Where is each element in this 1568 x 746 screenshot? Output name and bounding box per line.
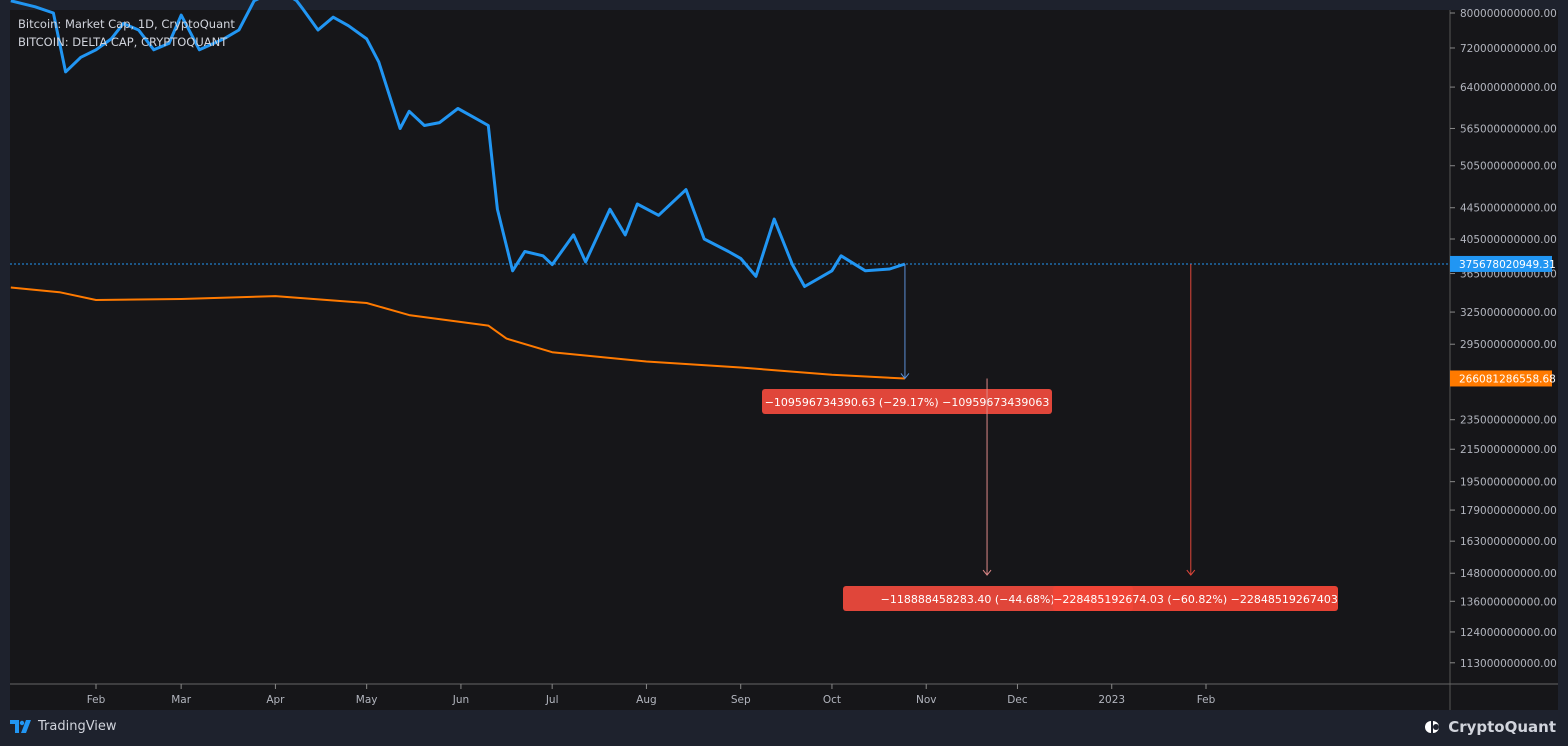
x-tick-label: May: [356, 694, 378, 706]
measure-arrowhead-icon: [900, 373, 910, 380]
y-tick-label: 124000000000.00: [1460, 627, 1557, 639]
y-tick-label: 445000000000.00: [1460, 203, 1557, 215]
y-tick-label: 163000000000.00: [1460, 536, 1557, 548]
x-tick-label: Sep: [731, 694, 751, 706]
y-tick-label: 179000000000.00: [1460, 505, 1557, 517]
y-tick-label: 148000000000.00: [1460, 568, 1557, 580]
y-tick-label: 195000000000.00: [1460, 477, 1557, 489]
x-tick-label: 2023: [1098, 694, 1125, 706]
x-tick-label: Jul: [545, 694, 559, 706]
measure-label: −109596734390.63 (−29.17%) −109596734390…: [765, 396, 1050, 409]
y-tick-label: 800000000000.00: [1460, 8, 1557, 20]
y-tick-label: 720000000000.00: [1460, 43, 1557, 55]
x-tick-label: Apr: [266, 694, 285, 706]
delta-cap-price-label: 266081286558.68: [1459, 373, 1556, 385]
tradingview-icon: [10, 720, 31, 733]
y-tick-label: 405000000000.00: [1460, 234, 1557, 246]
measure-arrowhead-icon: [982, 569, 992, 576]
y-tick-label: 215000000000.00: [1460, 444, 1557, 456]
x-tick-label: Feb: [87, 694, 106, 706]
delta-cap-line: [10, 286, 905, 380]
y-tick-label: 325000000000.00: [1460, 307, 1557, 319]
cryptoquant-label: CryptoQuant: [1448, 718, 1556, 736]
y-tick-label: 295000000000.00: [1460, 339, 1557, 351]
x-tick-label: Nov: [916, 694, 937, 706]
y-tick-label: 565000000000.00: [1460, 123, 1557, 135]
market-cap-price-label: 375678020949.31: [1459, 259, 1556, 271]
x-tick-label: Mar: [171, 694, 191, 706]
legend-delta-cap: BITCOIN: DELTA CAP, CRYPTOQUANT: [18, 35, 228, 49]
tradingview-logo[interactable]: TradingView: [10, 718, 117, 734]
x-tick-label: Aug: [636, 694, 657, 706]
measure-label-box: [762, 389, 1052, 414]
x-tick-label: Jun: [452, 694, 469, 706]
y-tick-label: 113000000000.00: [1460, 658, 1557, 670]
measure-arrowhead-icon: [1186, 569, 1196, 576]
x-tick-label: Oct: [823, 694, 841, 706]
delta-cap-price-tag: [1450, 370, 1552, 387]
measure-label-box: [1053, 586, 1338, 611]
x-tick-label: Dec: [1007, 694, 1028, 706]
measure-label: −118888458283.40 (−44.68%) −1188: [881, 593, 1096, 606]
y-tick-label: 640000000000.00: [1460, 82, 1557, 94]
legend-market-cap: Bitcoin: Market Cap, 1D, CryptoQuant: [18, 17, 235, 31]
tradingview-label: TradingView: [38, 718, 117, 734]
cryptoquant-icon: [1425, 721, 1440, 733]
cryptoquant-logo: CryptoQuant: [1424, 718, 1556, 736]
market-cap-line: [10, 0, 906, 288]
y-tick-label: 235000000000.00: [1460, 415, 1557, 427]
market-cap-price-tag: [1450, 255, 1552, 272]
y-tick-label: 136000000000.00: [1460, 596, 1557, 608]
y-tick-label: 505000000000.00: [1460, 161, 1557, 173]
measure-label: −228485192674.03 (−60.82%) −228485192674…: [1053, 593, 1338, 606]
x-tick-label: Feb: [1197, 694, 1216, 706]
